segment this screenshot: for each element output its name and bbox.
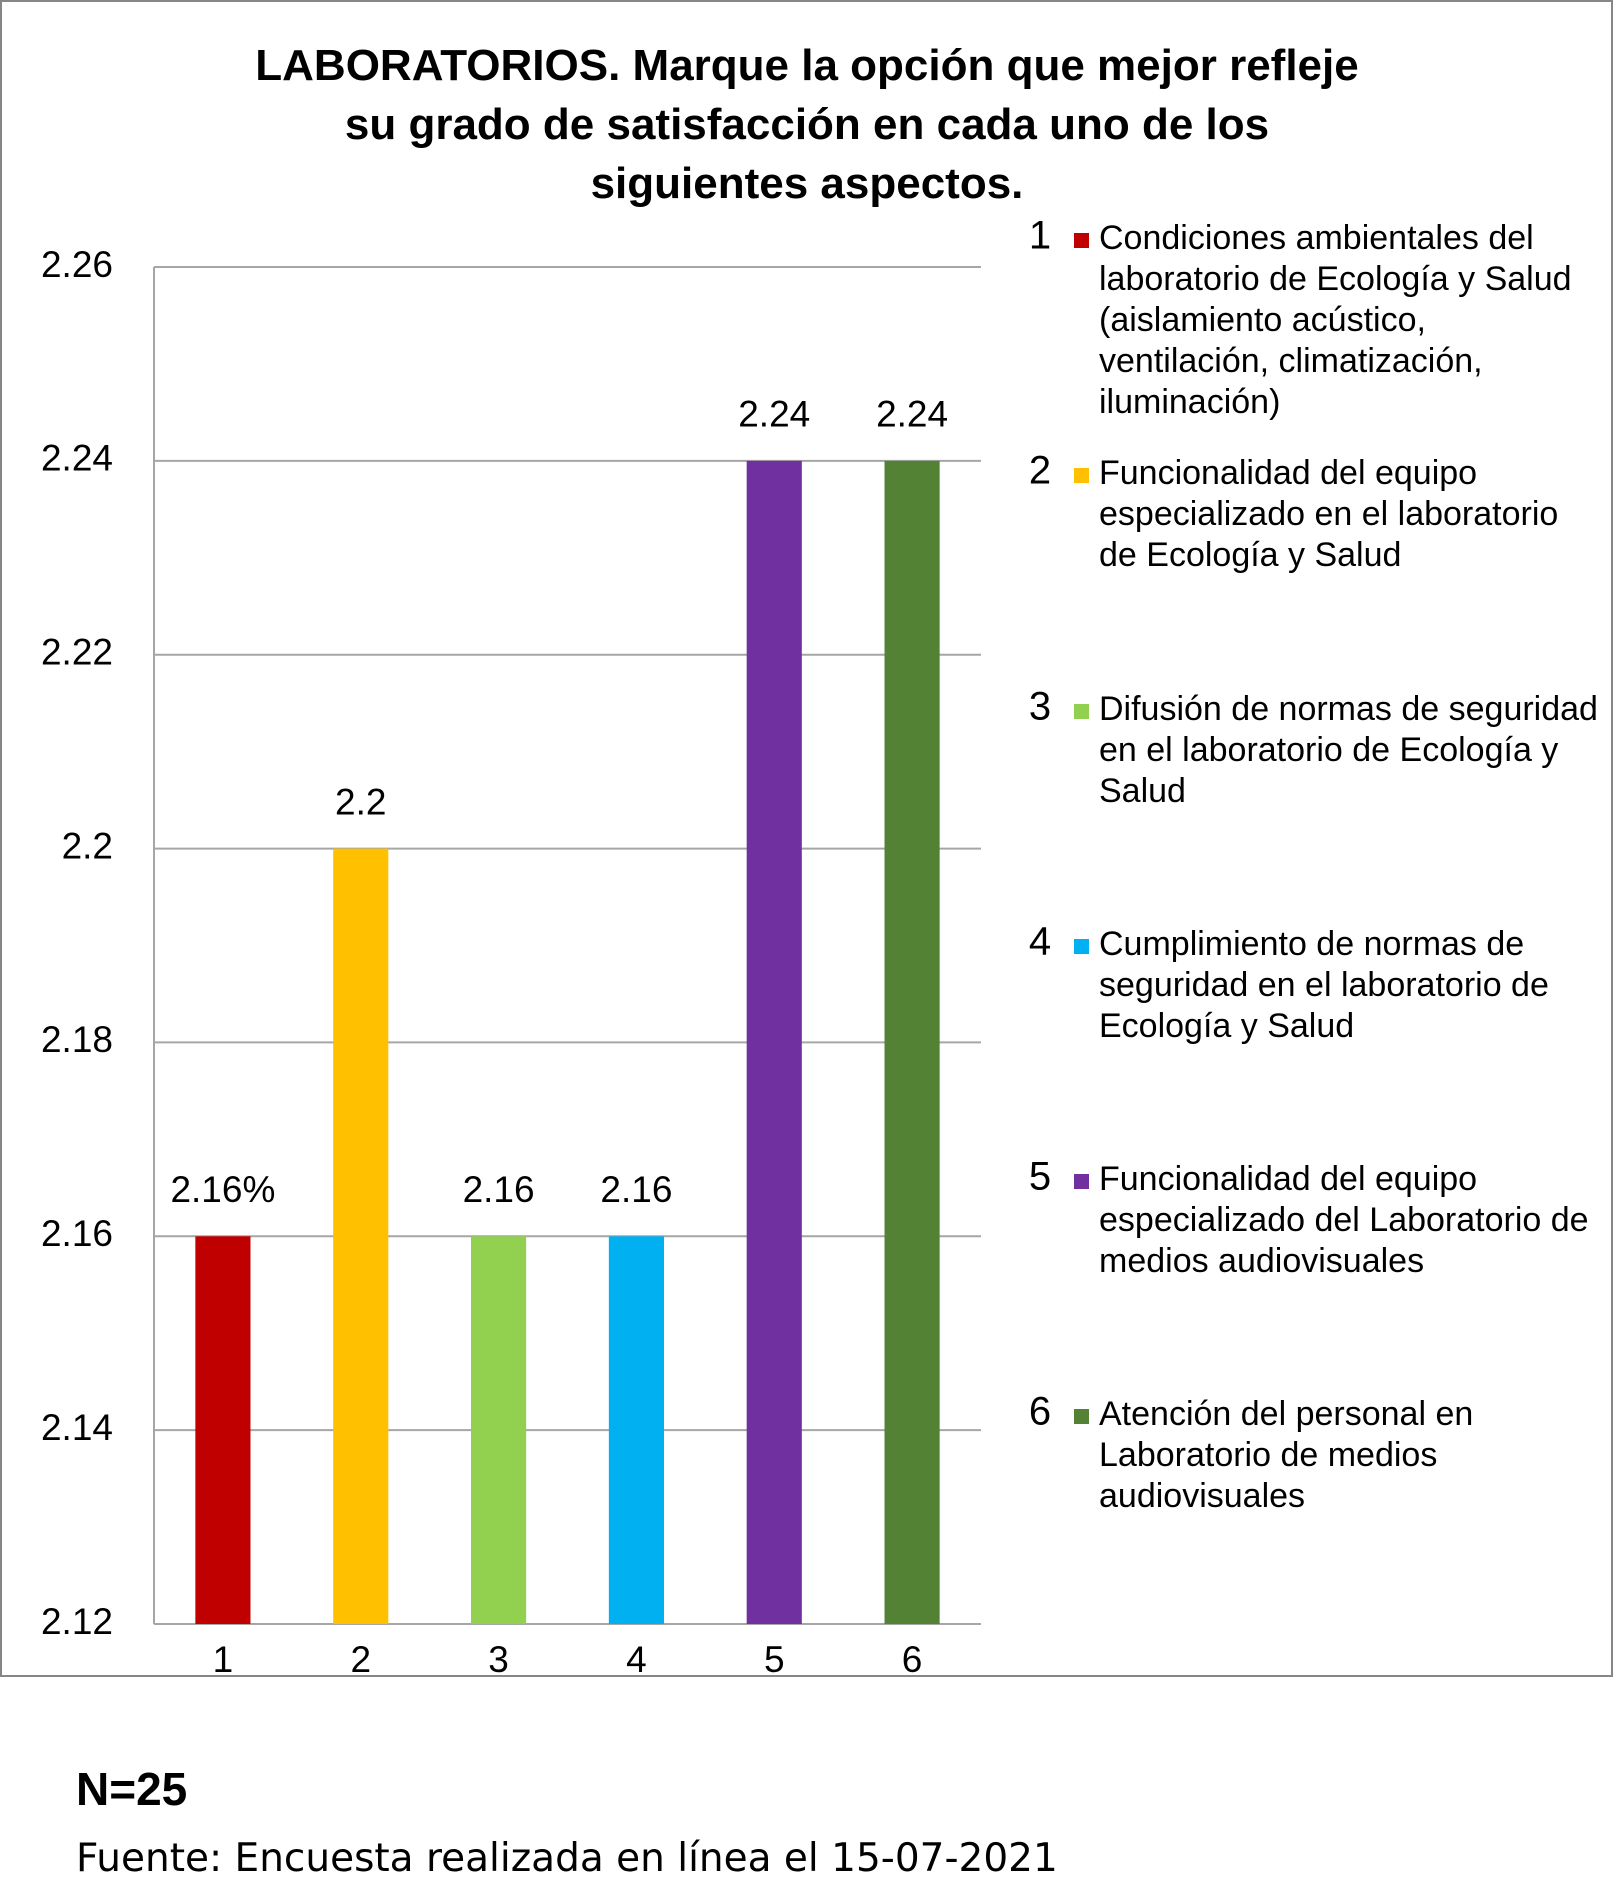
value-label: 2.24: [738, 394, 810, 435]
legend-number: 3: [1029, 685, 1051, 729]
sample-size: N=25: [76, 1763, 188, 1815]
legend-number: 1: [1029, 214, 1051, 258]
y-tick-label: 2.22: [41, 631, 113, 672]
legend-label: Atención del personal en Laboratorio de …: [1099, 1395, 1474, 1515]
x-tick-label: 4: [626, 1639, 647, 1680]
legend-number: 6: [1029, 1390, 1051, 1434]
bar: [884, 460, 940, 1624]
legend-label: Cumplimiento de normas de seguridad en e…: [1099, 925, 1549, 1045]
legend-swatch: [1074, 1409, 1089, 1424]
legend-swatch: [1074, 233, 1089, 248]
legend-number: 2: [1029, 449, 1051, 493]
y-tick-label: 2.12: [41, 1601, 113, 1642]
y-tick-label: 2.26: [41, 244, 113, 285]
x-tick-label: 6: [902, 1639, 923, 1680]
x-tick-label: 1: [213, 1639, 234, 1680]
y-tick-label: 2.16: [41, 1213, 113, 1254]
bar: [333, 848, 389, 1624]
legend-swatch: [1074, 704, 1089, 719]
legend-swatch: [1074, 1174, 1089, 1189]
value-label: 2.16: [463, 1169, 535, 1210]
source-note: Fuente: Encuesta realizada en línea el 1…: [76, 1836, 1058, 1881]
bar: [608, 1236, 664, 1624]
bar: [746, 460, 802, 1624]
chart-border: [0, 0, 1613, 1677]
chart-title: LABORATORIOS. Marque la opción que mejor…: [255, 41, 1359, 208]
legend-label: Funcionalidad del equipo especializado e…: [1099, 454, 1559, 574]
legend-swatch: [1074, 468, 1089, 483]
value-label: 2.16: [600, 1169, 672, 1210]
value-label: 2.2: [335, 781, 386, 822]
x-tick-label: 3: [488, 1639, 509, 1680]
legend-number: 4: [1029, 920, 1051, 964]
y-tick-label: 2.2: [62, 825, 113, 866]
legend-swatch: [1074, 939, 1089, 954]
bar: [471, 1236, 527, 1624]
value-label: 2.24: [876, 394, 948, 435]
y-tick-label: 2.18: [41, 1019, 113, 1060]
value-label: 2.16%: [170, 1169, 275, 1210]
legend-number: 5: [1029, 1155, 1051, 1199]
y-tick-label: 2.24: [41, 438, 113, 479]
legend-label: Difusión de normas de seguridad en el la…: [1099, 690, 1598, 810]
legend-label: Funcionalidad del equipo especializado d…: [1099, 1160, 1589, 1280]
y-tick-label: 2.14: [41, 1407, 113, 1448]
legend-label: Condiciones ambientales del laboratorio …: [1099, 219, 1572, 421]
x-tick-label: 2: [350, 1639, 371, 1680]
bar: [195, 1236, 251, 1624]
x-tick-label: 5: [764, 1639, 785, 1680]
